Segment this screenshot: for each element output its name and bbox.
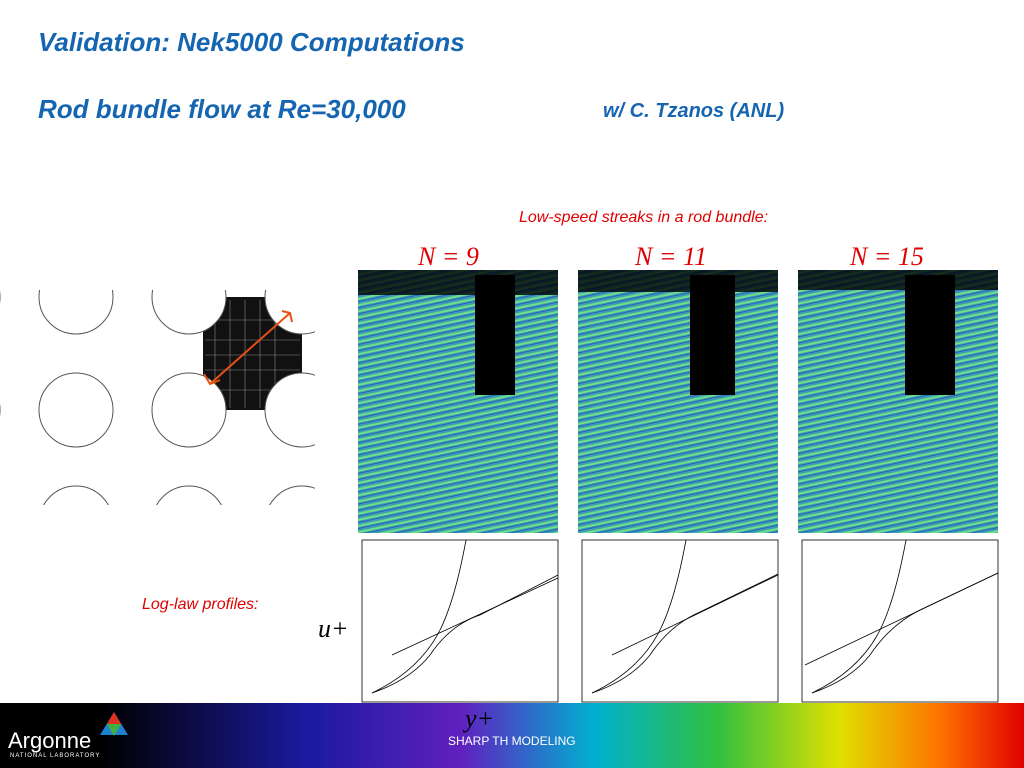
panel-label: N = 11 [635,242,707,271]
streaks-caption: Low-speed streaks in a rod bundle: [519,209,769,226]
footer-bar [0,703,1024,768]
footer-text: SHARP TH MODELING [448,734,576,748]
x-axis-label: y+ [465,704,495,733]
title: Validation: Nek5000 Computations [38,27,465,57]
log-law-plots [361,539,999,703]
streak-panels [358,270,998,533]
y-axis-label: u+ [318,614,349,643]
rod-array [0,290,315,505]
panel-label: N = 15 [850,242,924,271]
profiles-caption: Log-law profiles: [142,596,259,613]
logo-text: Argonne [8,728,92,753]
logo-mark [107,724,121,736]
arrow-head [203,373,221,386]
arrow-head [281,310,293,323]
credit: w/ C. Tzanos (ANL) [603,100,785,122]
logo-mark [107,712,121,724]
logo-subtext: NATIONAL LABORATORY [10,753,101,759]
panel-label: N = 9 [418,242,479,271]
arrow [209,312,291,385]
subtitle: Rod bundle flow at Re=30,000 [38,94,406,124]
